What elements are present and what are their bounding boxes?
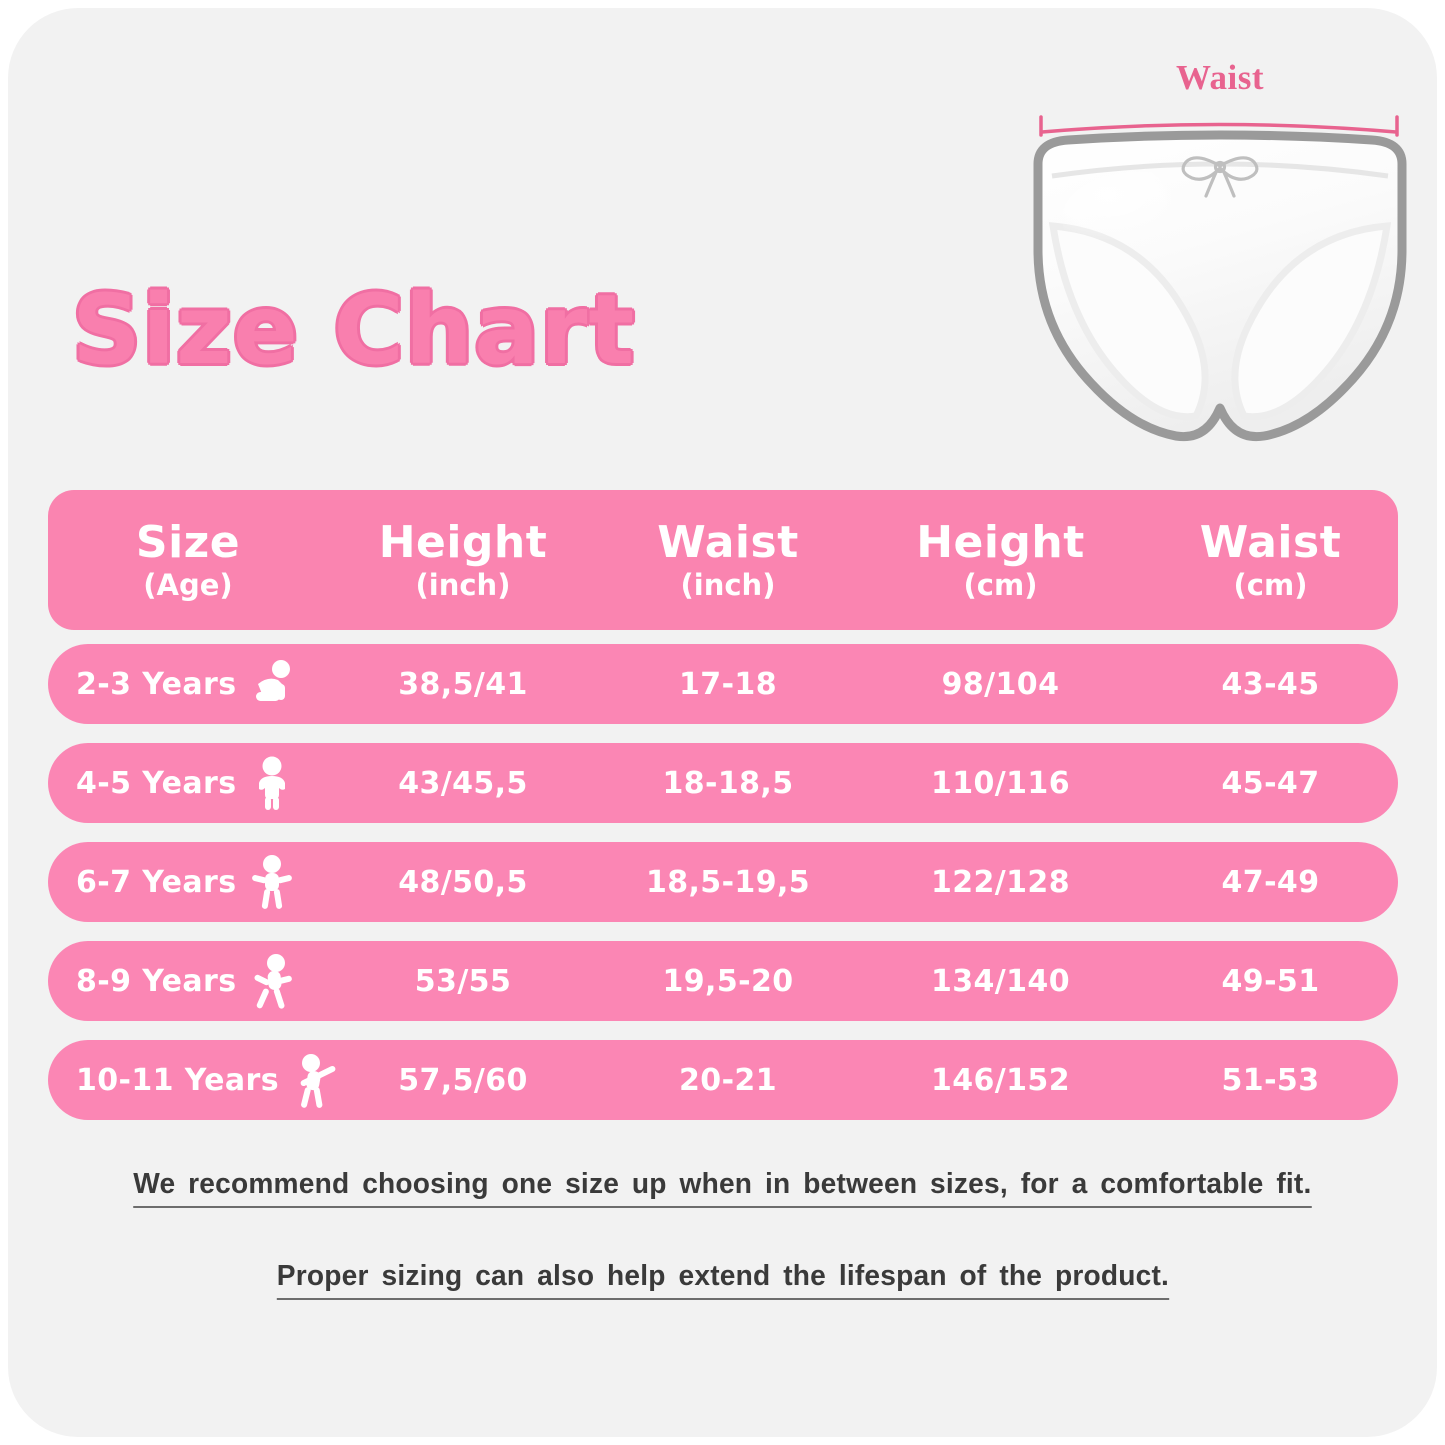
height-cm-cell: 110/116 [930,765,1070,801]
height-inch-cell: 38,5/41 [398,666,528,702]
height-cm-cell: 146/152 [930,1062,1070,1098]
height-inch-cell: 57,5/60 [398,1062,528,1098]
size-age-label: 10-11 Years [76,1062,280,1098]
waist-cm-cell: 47-49 [1221,864,1320,900]
footnotes: We recommend choosing one size up when i… [0,1168,1445,1300]
page-title: Size Chart [72,274,636,386]
size-age-cell: 2-3 Years [48,656,328,712]
child-striding-icon [254,954,293,1009]
height-inch-cell: 48/50,5 [398,864,528,900]
size-table: Size (Age) Height (inch) Waist (inch) He… [48,490,1398,1120]
footnote-recommendation: We recommend choosing one size up when i… [0,1168,1445,1208]
table-row: 2-3 Years 38,5/41 17-18 98/104 43-45 [48,644,1398,724]
waist-cm-cell: 45-47 [1221,765,1320,801]
waist-callout-label: Waist [1175,58,1265,97]
product-illustration-block: Waist [1020,58,1420,448]
size-age-label: 2-3 Years [76,666,237,702]
waist-measure-line-icon [1039,115,1399,137]
waist-inch-cell: 19,5-20 [662,963,794,999]
child-active-icon [300,1054,336,1108]
column-header-size: Size (Age) [135,516,241,602]
waist-inch-cell: 18,5-19,5 [645,864,811,900]
height-inch-cell: 53/55 [414,963,512,999]
column-header-height-inch: Height (inch) [378,516,548,602]
column-header-waist-inch: Waist (inch) [657,516,799,602]
size-age-label: 8-9 Years [76,963,237,999]
waist-cm-cell: 43-45 [1221,666,1320,702]
size-age-cell: 8-9 Years [48,953,328,1009]
child-standing-icon [259,756,286,810]
table-row: 8-9 Years 53/55 19,5-20 134/140 49-51 [48,941,1398,1021]
column-header-waist-cm: Waist (cm) [1199,516,1342,602]
height-cm-cell: 134/140 [930,963,1070,999]
waist-cm-cell: 51-53 [1221,1062,1320,1098]
waist-inch-cell: 20-21 [679,1062,777,1098]
size-age-label: 4-5 Years [76,765,237,801]
child-walking-icon [252,855,293,909]
size-age-label: 6-7 Years [76,864,237,900]
waist-cm-cell: 49-51 [1221,963,1320,999]
table-header-row: Size (Age) Height (inch) Waist (inch) He… [48,490,1398,630]
height-inch-cell: 43/45,5 [398,765,528,801]
waist-inch-cell: 18-18,5 [662,765,794,801]
table-row: 10-11 Years 57,5/60 20-21 146/152 51-53 [48,1040,1398,1120]
column-header-height-cm: Height (cm) [916,516,1085,602]
waist-inch-cell: 17-18 [679,666,777,702]
height-cm-cell: 122/128 [930,864,1070,900]
footnote-lifespan: Proper sizing can also help extend the l… [0,1260,1445,1300]
size-age-cell: 6-7 Years [48,854,328,910]
underwear-brief-icon [1020,130,1420,448]
child-crawling-icon [256,660,291,701]
height-cm-cell: 98/104 [941,666,1060,702]
table-row: 4-5 Years 43/45,5 18-18,5 110/116 45-47 [48,743,1398,823]
size-age-cell: 4-5 Years [48,755,328,811]
size-age-cell: 10-11 Years [48,1052,336,1108]
table-row: 6-7 Years 48/50,5 18,5-19,5 122/128 47-4… [48,842,1398,922]
